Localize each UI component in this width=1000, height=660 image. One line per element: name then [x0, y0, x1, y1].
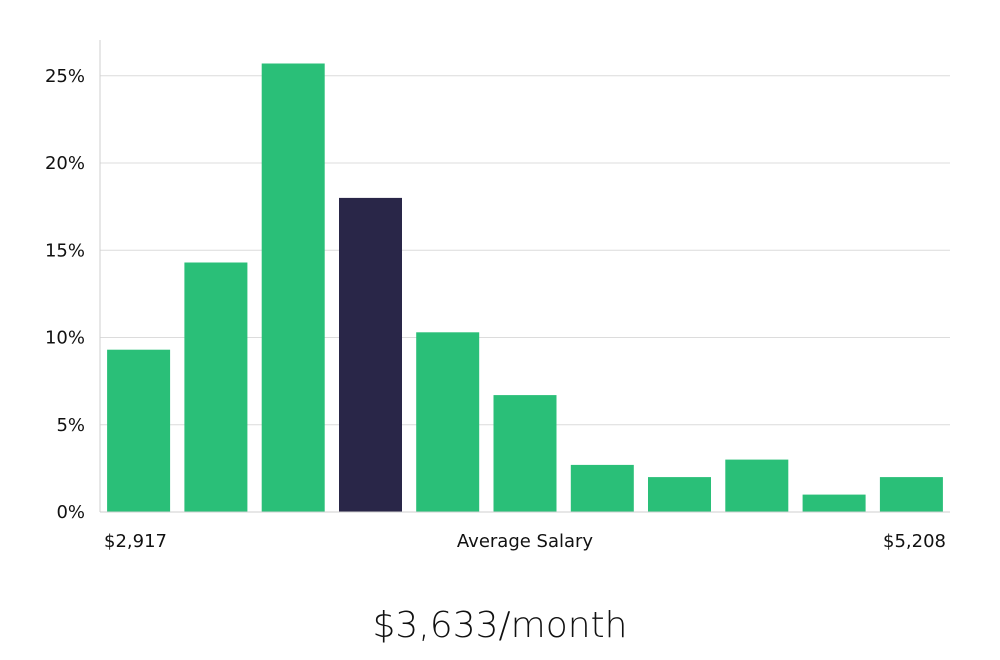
y-tick-label: 20%	[45, 153, 85, 174]
axes	[99, 40, 950, 513]
y-tick-label: 25%	[45, 66, 85, 87]
histogram-bar	[570, 464, 634, 512]
histogram-bar-highlighted	[339, 197, 402, 512]
histogram-bar	[184, 262, 248, 512]
x-axis-title: Average Salary	[457, 531, 594, 552]
y-tick-label: 0%	[56, 502, 85, 523]
histogram-bar	[261, 63, 325, 512]
histogram-bar	[725, 459, 789, 512]
histogram-bar	[416, 332, 480, 512]
y-tick-label: 15%	[45, 240, 85, 261]
y-tick-labels: 0% 5% 10% 15% 20% 25%	[45, 66, 85, 523]
histogram-bar	[802, 494, 866, 512]
salary-histogram: 0% 5% 10% 15% 20% 25% $2,917 Average Salary $…	[45, 40, 950, 552]
bars	[107, 63, 943, 512]
histogram-bar	[879, 477, 943, 512]
x-range-min-label: $2,917	[104, 531, 167, 552]
x-axis-labels: $2,917 Average Salary $5,208	[104, 531, 946, 552]
y-tick-label: 10%	[45, 328, 85, 349]
histogram-bar	[493, 395, 557, 512]
x-range-max-label: $5,208	[883, 531, 946, 552]
histogram-bar	[648, 477, 711, 512]
histogram-bar	[107, 349, 171, 512]
average-salary-headline: $3,633/month	[372, 605, 628, 646]
y-tick-label: 5%	[56, 415, 85, 436]
